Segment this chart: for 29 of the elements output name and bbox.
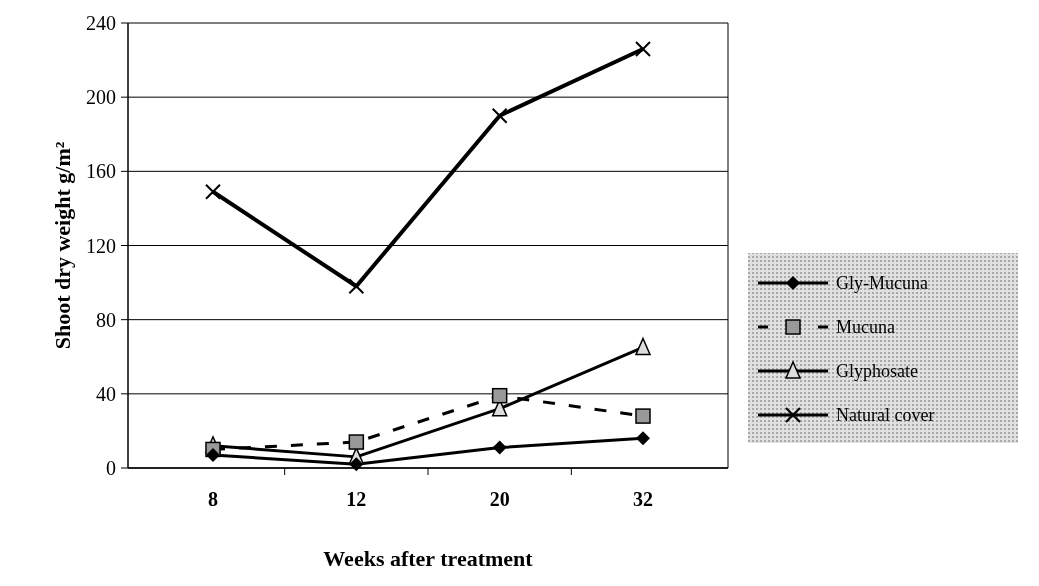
point — [635, 40, 651, 57]
legend-label: Natural cover — [836, 405, 935, 426]
legend-label: Mucuna — [836, 317, 895, 338]
point — [491, 387, 508, 404]
legend-label: Glyphosate — [836, 361, 918, 382]
point — [491, 107, 508, 124]
point — [492, 440, 507, 455]
point — [635, 337, 651, 356]
y-tick-label: 240 — [86, 12, 116, 34]
y-tick-label: 80 — [96, 308, 116, 331]
x-tick-label: 32 — [633, 488, 653, 510]
point — [206, 448, 220, 463]
point — [205, 183, 221, 200]
x-axis-title: Weeks after treatment — [323, 546, 534, 571]
y-tick-label: 160 — [86, 160, 116, 183]
y-tick-label: 40 — [96, 382, 116, 405]
y-tick-label: 120 — [86, 234, 116, 257]
x-tick-label: 20 — [489, 488, 510, 510]
point — [348, 434, 365, 450]
y-axis-title: Shoot dry weight g/m² — [50, 141, 75, 350]
y-tick-label: 200 — [86, 86, 116, 109]
legend-label: Gly-Mucuna — [836, 273, 928, 294]
point — [635, 408, 651, 424]
point — [348, 278, 365, 295]
y-tick-label: 0 — [106, 457, 116, 479]
x-tick-label: 8 — [208, 488, 218, 510]
x-tick-label: 12 — [346, 488, 367, 510]
point — [636, 431, 650, 446]
point — [349, 457, 364, 472]
